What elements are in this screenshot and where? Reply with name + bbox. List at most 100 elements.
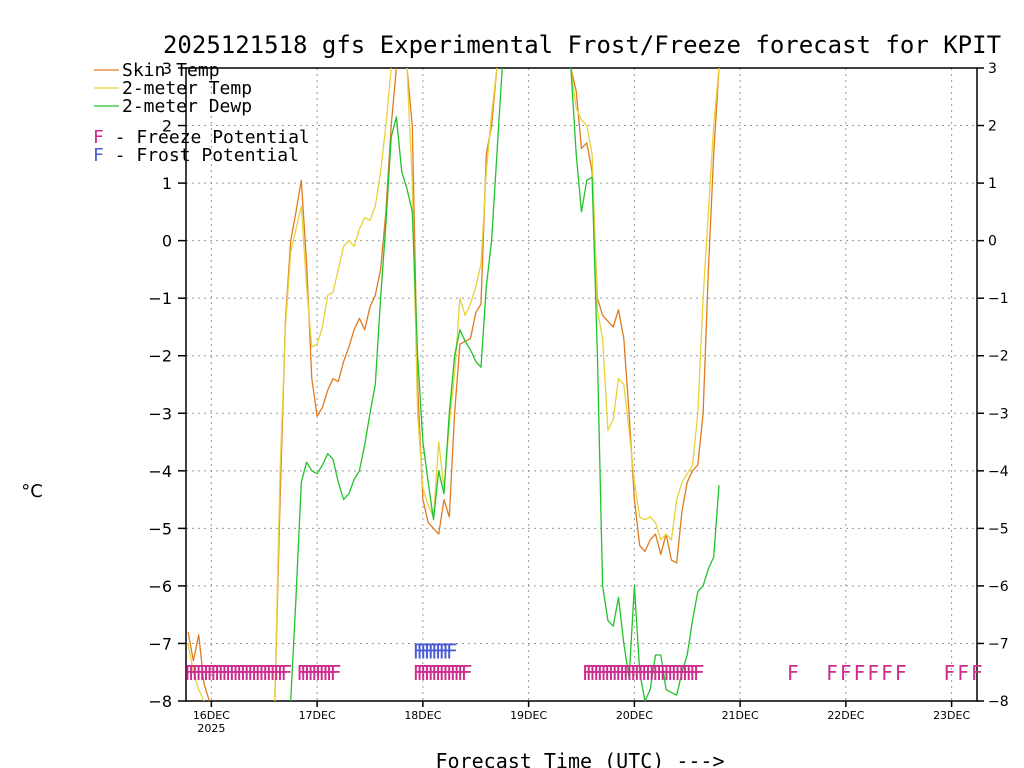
freeze-marker: F <box>218 661 230 685</box>
y-axis-label: °C <box>21 481 43 502</box>
freeze-marker: F <box>652 661 664 685</box>
x-tick-label: 16DEC <box>193 709 230 722</box>
freeze-marker: F <box>630 661 642 685</box>
legend-label-dewp: 2-meter Dewp <box>122 96 252 117</box>
series-line-t2m <box>274 68 392 701</box>
freeze-marker: F <box>236 661 248 685</box>
freeze-marker: F <box>188 661 200 685</box>
y-tick-label: −2 <box>148 347 172 366</box>
freeze-marker: F <box>319 661 331 685</box>
y-tick-label-right: 0 <box>988 234 997 250</box>
freeze-marker: F <box>330 661 342 685</box>
freeze-marker: F <box>608 661 620 685</box>
legend-label-t2m: 2-meter Temp <box>122 78 252 99</box>
freeze-marker: F <box>601 661 613 685</box>
freeze-marker: F <box>957 661 969 685</box>
freeze-marker: F <box>300 661 312 685</box>
x-tick-label: 19DEC <box>510 709 547 722</box>
frost-marker: F <box>439 639 451 663</box>
series-dewp <box>290 68 720 701</box>
frost-marker: F <box>435 639 447 663</box>
freeze-marker: F <box>192 661 204 685</box>
series-line-dewp <box>290 68 503 701</box>
freeze-marker: F <box>420 661 432 685</box>
freeze-marker: F <box>840 661 852 685</box>
freeze-marker: F <box>225 661 237 685</box>
freeze-marker: F <box>203 661 215 685</box>
freeze-marker: F <box>667 661 679 685</box>
legend-label-frost: F - Frost Potential <box>93 145 299 166</box>
y-tick-label-right: −4 <box>988 464 1009 480</box>
freeze-marker: F <box>634 661 646 685</box>
freeze-marker: F <box>446 661 458 685</box>
freeze-marker: F <box>262 661 274 685</box>
frost-marker: F <box>420 639 432 663</box>
gridlines <box>186 68 977 701</box>
legend-label-skin: Skin Temp <box>122 60 220 81</box>
series-line-t2m <box>570 68 720 541</box>
freeze-marker: F <box>304 661 316 685</box>
legend-label-freeze: F - Freeze Potential <box>93 127 310 148</box>
y-tick-label: −7 <box>148 634 172 653</box>
y-tick-label: −8 <box>148 692 172 711</box>
freeze-marker: F <box>229 661 241 685</box>
y-tick-label-right: 3 <box>988 61 997 77</box>
chart-title: 2025121518 gfs Experimental Frost/Freeze… <box>163 31 1001 59</box>
freeze-marker: F <box>457 661 469 685</box>
freeze-marker: F <box>270 661 282 685</box>
freeze-marker: F <box>214 661 226 685</box>
y-tick-label-right: −1 <box>988 291 1009 307</box>
freeze-marker: F <box>615 661 627 685</box>
series-line-t2m <box>187 643 205 701</box>
freeze-marker: F <box>660 661 672 685</box>
freeze-marker: F <box>454 661 466 685</box>
freeze-marker: F <box>682 661 694 685</box>
y-tick-label: −5 <box>148 519 172 538</box>
freeze-marker: F <box>251 661 263 685</box>
y-tick-label-right: −3 <box>988 406 1009 422</box>
freeze-marker: F <box>428 661 440 685</box>
y-tick-label: −4 <box>148 462 172 481</box>
frost-marker: F <box>417 639 429 663</box>
freeze-marker: F <box>431 661 443 685</box>
x-tick-label: 17DEC <box>299 709 336 722</box>
x-tick-label: 22DEC <box>827 709 864 722</box>
freeze-marker: F <box>656 661 668 685</box>
freeze-marker: F <box>678 661 690 685</box>
freeze-marker: F <box>787 661 799 685</box>
y-tick-label-right: 1 <box>988 176 997 192</box>
series-t2m <box>187 68 720 701</box>
freeze-marker: F <box>641 661 653 685</box>
frost-marker: F <box>431 639 443 663</box>
y-tick-label: −3 <box>148 404 172 423</box>
y-tick-label-right: 2 <box>988 119 997 135</box>
freeze-marker: F <box>686 661 698 685</box>
x-tick-label: 23DEC <box>933 709 970 722</box>
y-tick-label: 1 <box>162 174 172 193</box>
freeze-marker: F <box>582 661 594 685</box>
series-line-skin <box>274 68 398 701</box>
freeze-marker: F <box>413 661 425 685</box>
freeze-marker: F <box>597 661 609 685</box>
freeze-marker: F <box>854 661 866 685</box>
frost-marker: F <box>428 639 440 663</box>
y-tick-label-right: −2 <box>988 349 1009 365</box>
freeze-marker: F <box>255 661 267 685</box>
freeze-marker: F <box>417 661 429 685</box>
freeze-marker: F <box>277 661 289 685</box>
freeze-marker: F <box>664 661 676 685</box>
freeze-marker: F <box>322 661 334 685</box>
series-line-skin <box>187 631 210 701</box>
freeze-marker: F <box>971 661 983 685</box>
plot-frame <box>185 67 978 702</box>
frost-marker: F <box>413 639 425 663</box>
series-line-t2m <box>406 68 498 518</box>
freeze-marker: F <box>424 661 436 685</box>
series-line-skin <box>570 68 720 564</box>
freeze-marker: F <box>273 661 285 685</box>
y-tick-label: 2 <box>162 117 172 136</box>
